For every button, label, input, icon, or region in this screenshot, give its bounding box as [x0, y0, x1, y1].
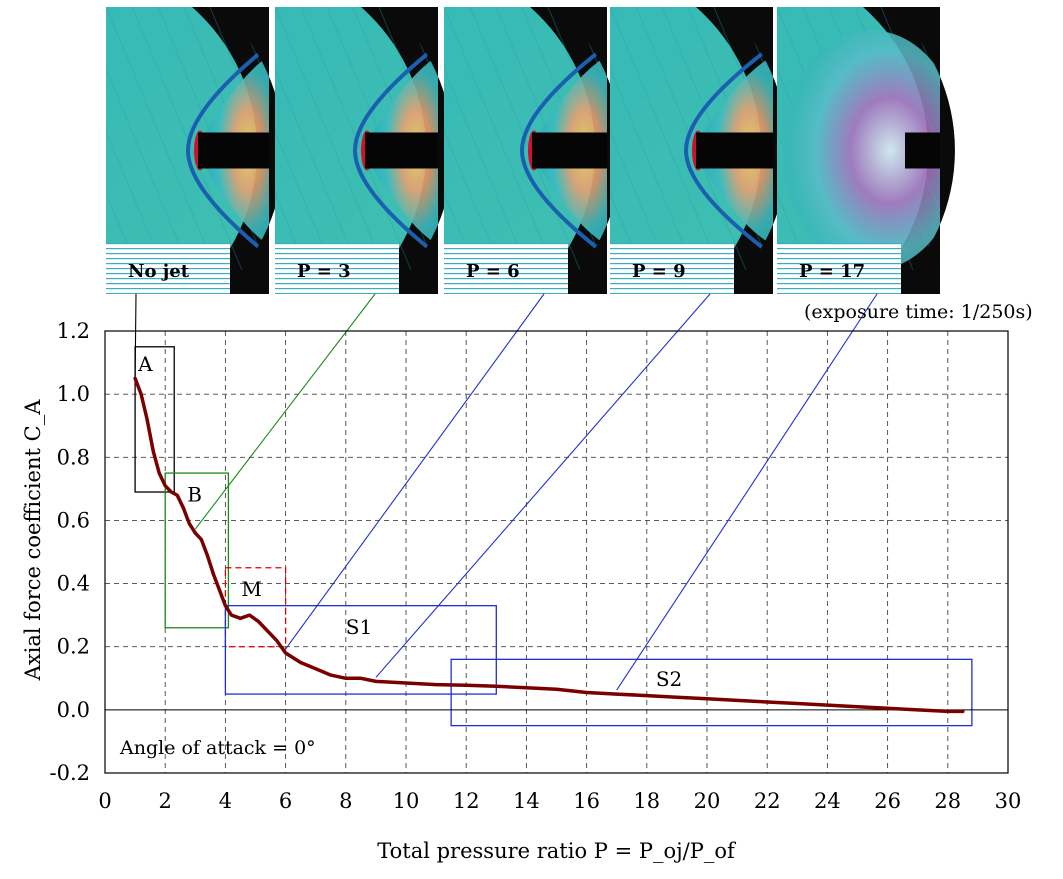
x-tick-label: 0: [98, 789, 111, 813]
flow-texture: [2, 7, 122, 294]
photo-label: P = 17: [799, 261, 865, 282]
y-tick-label: 0.2: [57, 635, 90, 659]
model-body: [905, 133, 1063, 169]
region-label-s2: S2: [656, 667, 682, 691]
y-tick-label: 0.0: [57, 698, 90, 722]
flow-texture: [985, 7, 1063, 294]
y-axis-title: Axial force coefficient C_A: [21, 399, 45, 682]
y-tick-label: -0.2: [50, 761, 91, 785]
region-boxes: A B M S1 S2: [135, 347, 972, 726]
flow-texture: [0, 7, 70, 294]
region-label-m: M: [241, 577, 261, 601]
photo-label: P = 3: [297, 261, 351, 282]
flow-texture: [959, 7, 1063, 294]
photo-connector: [617, 294, 877, 690]
x-tick-label: 2: [159, 789, 172, 813]
photo-label: P = 6: [466, 261, 520, 282]
y-tick-label: 0.4: [57, 572, 90, 596]
y-tick-label: 0.6: [57, 508, 90, 532]
region-label-s1: S1: [346, 615, 372, 639]
angle-annotation: Angle of attack = 0°: [119, 737, 316, 759]
flow-texture: [1011, 7, 1063, 294]
flow-texture: [0, 7, 96, 294]
x-tick-label: 20: [694, 789, 721, 813]
photo-label: P = 9: [632, 261, 686, 282]
region-box-s2: [451, 659, 972, 725]
y-tick-label: 1.0: [57, 382, 90, 406]
x-tick-label: 16: [573, 789, 600, 813]
axial-force-line: [135, 378, 963, 711]
photo-connector: [376, 294, 710, 677]
x-tick-label: 22: [754, 789, 781, 813]
x-tick-label: 30: [995, 789, 1022, 813]
region-label-a: A: [137, 352, 153, 376]
photo-connector: [286, 294, 544, 649]
x-tick-label: 28: [934, 789, 961, 813]
x-tick-label: 18: [633, 789, 660, 813]
x-tick-label: 6: [279, 789, 292, 813]
exposure-note: (exposure time: 1/250s): [804, 301, 1033, 323]
photo-label: No jet: [128, 261, 190, 282]
x-tick-label: 12: [453, 789, 480, 813]
schlieren-photos: No jet P = 3 P = 6 P = 9 P = 17: [0, 0, 1063, 342]
x-tick-label: 14: [513, 789, 540, 813]
x-tick-label: 4: [219, 789, 232, 813]
x-tick-label: 8: [339, 789, 352, 813]
y-tick-label: 0.8: [57, 445, 90, 469]
x-tick-label: 26: [874, 789, 901, 813]
photo-connector-lines: [135, 294, 877, 690]
x-axis-title: Total pressure ratio P = P_oj/P_of: [377, 839, 737, 863]
x-tick-label: 24: [814, 789, 841, 813]
flow-texture: [1037, 7, 1063, 294]
x-tick-label: 10: [393, 789, 420, 813]
y-tick-label: 1.2: [57, 319, 90, 343]
region-label-b: B: [187, 482, 202, 506]
